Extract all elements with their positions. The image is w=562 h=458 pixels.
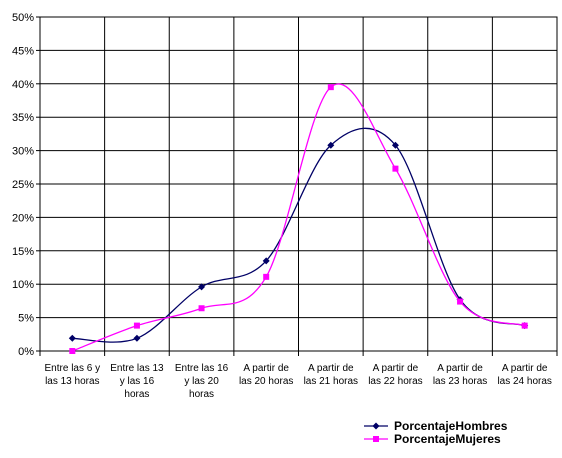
y-axis: 0% 5% 10% 15% 20% 25% 30% 35% 40% 45% 50% — [12, 12, 40, 358]
x-tick-label-line: y las 20 — [184, 376, 219, 387]
x-tick-label: A partir de las 21 horas — [304, 363, 358, 387]
series-line — [72, 127, 525, 343]
series-PorcentajeMujeres — [69, 83, 528, 354]
x-tick-label-line: las 24 horas — [497, 376, 551, 387]
y-tick-label: 30% — [12, 146, 34, 158]
x-tick-label: Entre las 16 y las 20 horas — [175, 363, 229, 400]
x-tick-label-line: las 22 horas — [368, 376, 422, 387]
y-tick-label: 5% — [18, 313, 34, 325]
y-tick-label: 50% — [12, 12, 34, 24]
data-point — [69, 348, 76, 354]
x-tick-label-line: Entre las 16 — [175, 363, 229, 374]
legend-marker — [373, 436, 379, 442]
data-point — [457, 298, 464, 305]
data-point — [392, 165, 399, 172]
x-tick-label-line: horas — [124, 389, 149, 400]
y-tick-label: 0% — [18, 346, 34, 358]
series-layer — [68, 83, 529, 354]
legend-marker — [372, 422, 380, 430]
x-tick-label-line: A partir de — [437, 363, 483, 374]
data-point — [391, 141, 399, 149]
x-tick-label-line: Entre las 6 y — [45, 363, 101, 374]
data-point — [68, 334, 76, 342]
y-tick-label: 25% — [12, 179, 34, 191]
y-tick-label: 35% — [12, 112, 34, 124]
x-tick-label-line: A partir de — [502, 363, 548, 374]
legend-entry: PorcentajeMujeres — [364, 432, 501, 446]
x-axis: Entre las 6 y las 13 horas Entre las 13 y l… — [45, 363, 552, 400]
data-point — [327, 141, 335, 149]
x-tick-label: A partir de las 24 horas — [497, 363, 551, 387]
x-tick-label-line: las 13 horas — [45, 376, 99, 387]
y-tick-label: 10% — [12, 279, 34, 291]
x-tick-label: Entre las 13 y las 16 horas — [110, 363, 164, 400]
y-tick-label: 40% — [12, 79, 34, 91]
legend-label: PorcentajeMujeres — [394, 432, 501, 446]
series-line — [72, 83, 525, 352]
y-tick-label: 45% — [12, 45, 34, 57]
x-tick-label-line: horas — [189, 389, 214, 400]
data-point — [327, 84, 334, 91]
data-point — [521, 322, 528, 329]
x-tick-label-line: las 21 horas — [304, 376, 358, 387]
x-tick-label-line: y las 16 — [120, 376, 155, 387]
data-point — [263, 273, 270, 280]
data-point — [198, 305, 205, 312]
data-point — [198, 283, 206, 291]
x-tick-label: A partir de las 20 horas — [239, 363, 293, 387]
legend-label: PorcentajeHombres — [394, 419, 508, 433]
x-tick-label-line: las 23 horas — [433, 376, 487, 387]
x-tick-label-line: A partir de — [373, 363, 419, 374]
x-tick-label-line: las 20 horas — [239, 376, 293, 387]
chart-grid — [39, 16, 558, 356]
data-point — [262, 257, 270, 265]
x-tick-label-line: Entre las 13 — [110, 363, 164, 374]
x-tick-label: A partir de las 22 horas — [368, 363, 422, 387]
x-tick-label-line: A partir de — [243, 363, 289, 374]
data-point — [133, 334, 141, 342]
legend-entry: PorcentajeHombres — [364, 419, 508, 433]
x-tick-label: A partir de las 23 horas — [433, 363, 487, 387]
x-tick-label-line: A partir de — [308, 363, 354, 374]
y-tick-label: 20% — [12, 212, 34, 224]
y-tick-label: 15% — [12, 246, 34, 258]
x-tick-label: Entre las 6 y las 13 horas — [45, 363, 101, 387]
data-point — [133, 322, 140, 329]
